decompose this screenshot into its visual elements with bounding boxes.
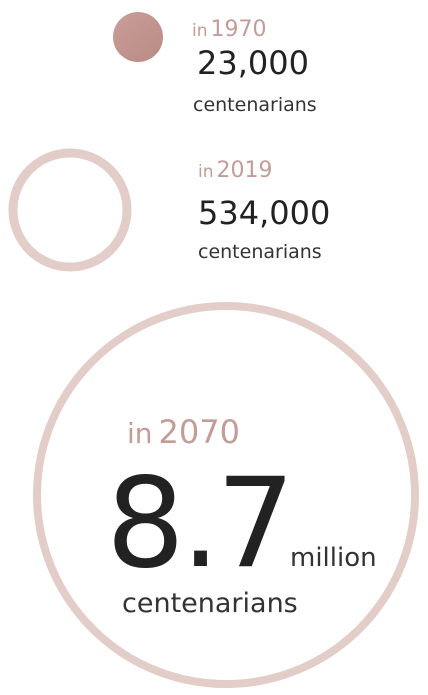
label: centenarians [193,94,317,116]
prefix: in [127,417,153,450]
year-line: in 2070 [127,413,240,451]
year: 1970 [211,17,267,42]
label: centenarians [122,588,298,619]
label: centenarians [198,241,322,263]
prefix: in [192,21,208,41]
year-line: in 1970 [192,17,267,42]
unit: million [290,543,377,573]
value: 23,000 [197,44,309,82]
prefix: in [198,162,214,182]
year: 2070 [159,413,240,451]
value: 8.7 [106,452,291,596]
dot-1970 [113,12,163,62]
ring-2070 [33,302,419,688]
value: 534,000 [198,194,330,232]
ring-2019 [8,148,132,272]
year-line: in 2019 [198,158,273,183]
year: 2019 [217,158,273,183]
